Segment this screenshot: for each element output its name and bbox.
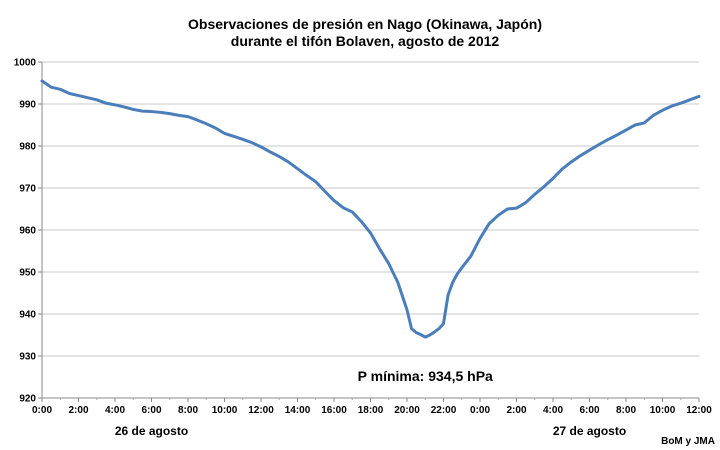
- day-label: 27 de agosto: [553, 424, 626, 438]
- x-tick-label: 18:00: [358, 405, 384, 416]
- x-tick-label: 0:00: [32, 405, 52, 416]
- y-tick-label: 970: [19, 184, 36, 195]
- chart-title-line-2: durante el tifón Bolaven, agosto de 2012: [231, 33, 500, 49]
- chart-title-line-1: Observaciones de presión en Nago (Okinaw…: [188, 16, 542, 32]
- x-tick-label: 12:00: [686, 405, 712, 416]
- y-axis-tick-labels: 920 930 940 950 960 970 980 990 1000: [14, 58, 37, 405]
- chart-title: Observaciones de presión en Nago (Okinaw…: [188, 16, 542, 49]
- day-label: 26 de agosto: [115, 424, 188, 438]
- x-tick-label: 4:00: [105, 405, 125, 416]
- x-tick-label: 8:00: [616, 405, 636, 416]
- x-tick-label: 6:00: [579, 405, 599, 416]
- y-tick-label: 1000: [14, 58, 37, 69]
- axes: [38, 61, 700, 402]
- y-tick-label: 940: [19, 310, 36, 321]
- y-tick-label: 960: [19, 226, 36, 237]
- x-tick-label: 2:00: [68, 405, 88, 416]
- x-tick-label: 8:00: [178, 405, 198, 416]
- y-tick-label: 930: [19, 352, 36, 363]
- series-group: [40, 79, 701, 339]
- x-tick-label: 22:00: [431, 405, 457, 416]
- min-pressure-annotation: P mínima: 934,5 hPa: [358, 368, 493, 384]
- y-tick-label: 990: [19, 100, 36, 111]
- x-tick-label: 2:00: [506, 405, 526, 416]
- x-tick-label: 12:00: [248, 405, 274, 416]
- x-tick-label: 16:00: [321, 405, 347, 416]
- series-line-pressure: [40, 79, 701, 339]
- x-axis-tick-labels: 0:00 2:00 4:00 6:00 8:00 10:00 12:00 14:00 16:00…: [32, 405, 712, 416]
- source-note: BoM y JMA: [661, 436, 715, 447]
- day-labels: 26 de agosto 27 de agosto: [115, 424, 626, 438]
- y-tick-label: 950: [19, 268, 36, 279]
- y-tick-label: 920: [19, 394, 36, 405]
- x-tick-label: 10:00: [650, 405, 676, 416]
- y-tick-label: 980: [19, 142, 36, 153]
- gridlines: [42, 61, 699, 399]
- x-tick-label: 4:00: [543, 405, 563, 416]
- x-tick-label: 10:00: [212, 405, 238, 416]
- x-tick-label: 6:00: [141, 405, 161, 416]
- x-tick-label: 20:00: [394, 405, 420, 416]
- x-tick-label: 14:00: [285, 405, 311, 416]
- x-tick-label: 0:00: [470, 405, 490, 416]
